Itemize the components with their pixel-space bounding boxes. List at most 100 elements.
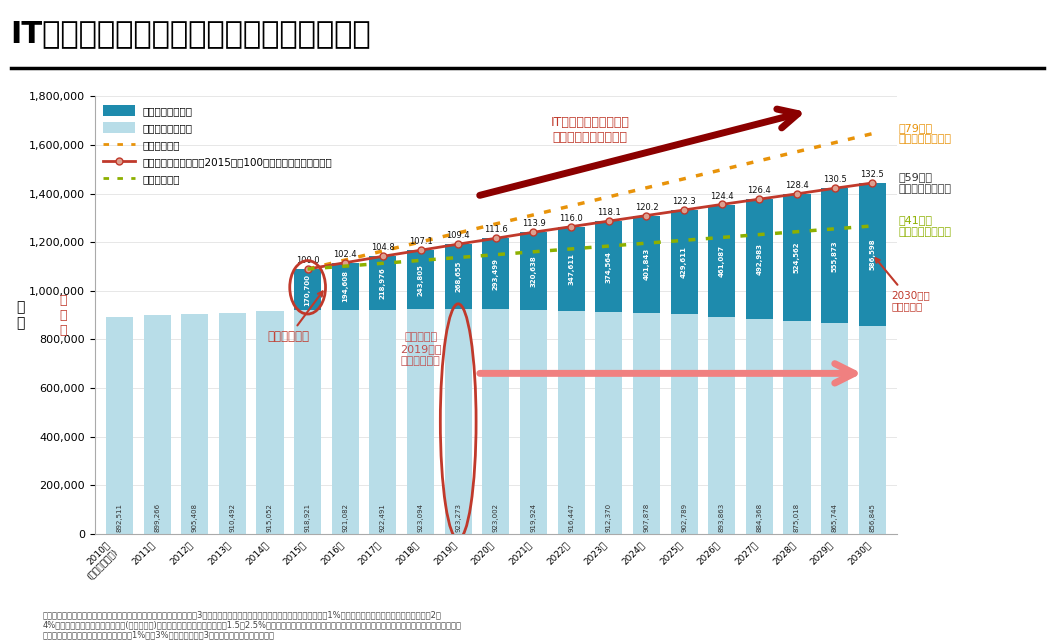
Text: 122.3: 122.3 (672, 197, 696, 206)
Bar (331, 263, 359, 310)
Text: 902,789: 902,789 (682, 503, 687, 532)
Text: 461,087: 461,087 (718, 244, 725, 276)
Text: 102.4: 102.4 (333, 249, 357, 258)
Text: 113.9: 113.9 (521, 219, 545, 228)
Text: 109.4: 109.4 (446, 231, 471, 240)
Text: 268,655: 268,655 (455, 261, 461, 293)
Text: 320,638: 320,638 (531, 255, 537, 287)
Text: 243,805: 243,805 (418, 264, 423, 296)
Text: 111.6: 111.6 (484, 226, 507, 235)
Text: 374,564: 374,564 (606, 251, 612, 282)
Text: 884,368: 884,368 (756, 503, 763, 532)
Bar (784, 321, 810, 534)
Text: 人材供給は
2019年を
ピークに減少: 人材供給は 2019年を ピークに減少 (400, 332, 441, 366)
Bar (482, 309, 510, 534)
Text: 132.5: 132.5 (861, 170, 884, 179)
Text: 104.8: 104.8 (371, 244, 395, 253)
Text: 918,921: 918,921 (305, 503, 310, 532)
Text: 916,447: 916,447 (569, 503, 574, 532)
Text: 923,094: 923,094 (418, 503, 423, 532)
Bar (143, 315, 171, 534)
Y-axis label: 人
数: 人 数 (17, 300, 25, 330)
Text: 919,924: 919,924 (531, 503, 537, 532)
Bar (708, 316, 735, 534)
Text: 116.0: 116.0 (559, 213, 583, 222)
Text: 893,863: 893,863 (718, 503, 725, 532)
Bar (407, 309, 434, 534)
Bar (369, 257, 397, 310)
Bar (218, 312, 246, 534)
Text: 899,266: 899,266 (154, 503, 160, 532)
Text: 910,492: 910,492 (229, 503, 235, 532)
Text: 923,002: 923,002 (493, 503, 499, 532)
Text: 126.4: 126.4 (748, 186, 771, 195)
Text: 今回の推計では、将来の市場拡大見通しによって低位・中位・高位の3種のシナリオを設定。低位シナリオでは市場の伸び率を1%程度、高位シナリオでは市場の伸び率を2～
: 今回の推計では、将来の市場拡大見通しによって低位・中位・高位の3種のシナリオを設… (42, 610, 461, 640)
Bar (369, 310, 397, 534)
Bar (708, 204, 735, 316)
Bar (746, 319, 773, 534)
Bar (859, 183, 886, 325)
Bar (294, 269, 321, 311)
Text: 194,608: 194,608 (342, 270, 348, 302)
Text: 865,744: 865,744 (831, 503, 838, 532)
Text: 128.4: 128.4 (785, 181, 809, 190)
Text: 130.5: 130.5 (823, 176, 846, 185)
Bar (821, 323, 848, 534)
Text: 586,598: 586,598 (869, 239, 876, 270)
Bar (520, 310, 548, 534)
Text: 923,273: 923,273 (455, 503, 461, 532)
Text: 912,370: 912,370 (606, 503, 612, 532)
Bar (633, 215, 660, 313)
Bar (633, 313, 660, 534)
Bar (558, 311, 584, 534)
Bar (181, 314, 208, 534)
Bar (859, 325, 886, 534)
Text: 2030年の
人材不足数: 2030年の 人材不足数 (876, 258, 929, 311)
Text: 218,976: 218,976 (380, 267, 386, 299)
Bar (595, 221, 622, 312)
Bar (331, 310, 359, 534)
Bar (444, 244, 472, 309)
Bar (482, 238, 510, 309)
Bar (784, 194, 810, 321)
Bar (746, 199, 773, 319)
Bar (256, 311, 284, 534)
Text: 170,700: 170,700 (305, 274, 310, 305)
Legend: 人材不足数（人）, 供給人材数（人）, 高位シナリオ, 中位シナリオ（数値は2015年を100としたときの市場規模）, 低位シナリオ: 人材不足数（人）, 供給人材数（人）, 高位シナリオ, 中位シナリオ（数値は20… (100, 102, 335, 188)
Text: 107.1: 107.1 (408, 237, 433, 246)
Bar (444, 309, 472, 534)
Text: 118.1: 118.1 (597, 208, 620, 217)
Bar (520, 232, 548, 310)
Text: 555,873: 555,873 (831, 240, 838, 272)
Text: 約79万人
（高位シナリオ）: 約79万人 （高位シナリオ） (899, 123, 952, 145)
Text: 892,511: 892,511 (116, 503, 122, 532)
Bar (407, 250, 434, 309)
Text: 124.4: 124.4 (710, 192, 733, 201)
Text: 856,845: 856,845 (869, 503, 876, 532)
Bar (595, 312, 622, 534)
Text: ITニーズの拡大により
市場規模は今後も拡大: ITニーズの拡大により 市場規模は今後も拡大 (551, 116, 630, 145)
Bar (294, 311, 321, 534)
Text: 347,611: 347,611 (569, 253, 574, 285)
Text: 293,499: 293,499 (493, 258, 499, 290)
Text: 922,491: 922,491 (380, 503, 386, 532)
Bar (821, 188, 848, 323)
Text: 約41万人
（低位シナリオ）: 約41万人 （低位シナリオ） (899, 215, 952, 237)
Bar (106, 317, 133, 534)
Text: 401,843: 401,843 (644, 248, 650, 280)
Text: 120.2: 120.2 (635, 203, 658, 212)
Text: 現在の不足数: 現在の不足数 (268, 291, 323, 343)
Text: 約59万人
（中位シナリオ）: 約59万人 （中位シナリオ） (899, 172, 952, 194)
Bar (671, 314, 697, 534)
Text: 915,052: 915,052 (267, 503, 273, 532)
Text: 907,878: 907,878 (644, 503, 650, 532)
Text: 人
材
数: 人 材 数 (59, 294, 66, 336)
Text: 524,562: 524,562 (794, 242, 800, 273)
Text: 921,082: 921,082 (342, 503, 348, 532)
Text: 100.0: 100.0 (295, 256, 320, 265)
Bar (558, 226, 584, 311)
Bar (671, 210, 697, 314)
Text: 492,983: 492,983 (756, 243, 763, 275)
Text: 875,018: 875,018 (794, 503, 800, 532)
Text: IT人材の供給動向の予測と平均年齢の推移: IT人材の供給動向の予測と平均年齢の推移 (11, 19, 371, 48)
